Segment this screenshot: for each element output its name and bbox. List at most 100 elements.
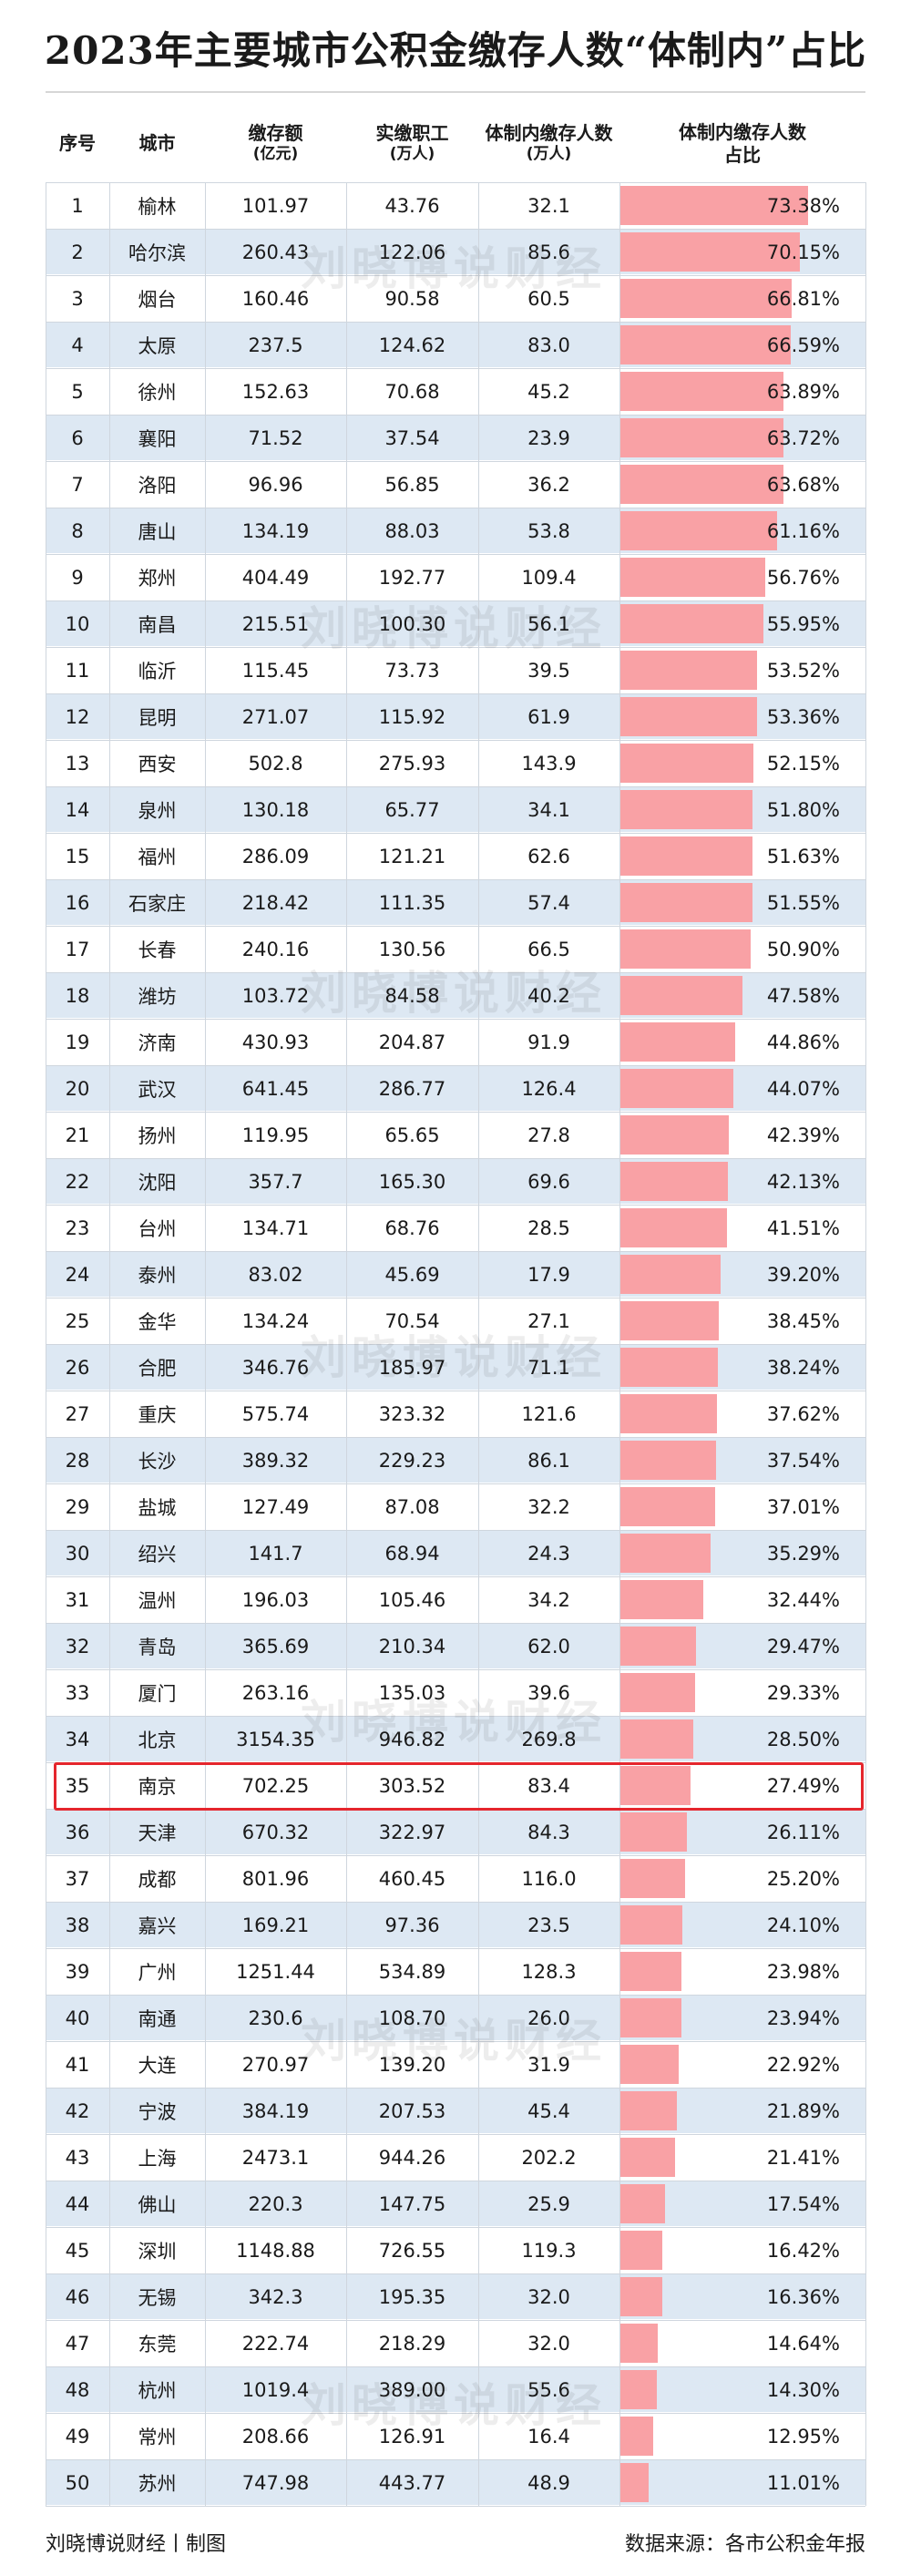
cell-pct: 17.54%	[619, 2181, 865, 2226]
cell-city: 扬州	[138, 1124, 177, 1147]
pct-label: 73.38%	[766, 194, 840, 217]
pct-bar	[620, 279, 792, 318]
cell-employees: 534.89	[378, 1960, 446, 1983]
cell-employees: 443.77	[378, 2471, 446, 2494]
table-row: 40 南通 230.6 108.70 26.0 23.94%	[46, 1996, 865, 2040]
cell-city: 临沂	[138, 660, 177, 682]
pct-bar	[620, 2277, 662, 2316]
cell-count: 91.9	[527, 1031, 570, 1053]
grid-row-line	[46, 2088, 865, 2089]
pct-label: 66.81%	[766, 287, 840, 310]
pct-label: 63.68%	[766, 473, 840, 496]
cell-deposit: 384.19	[241, 2099, 310, 2122]
cell-count: 121.6	[521, 1402, 577, 1425]
cell-city: 深圳	[138, 2240, 177, 2263]
cell-rank: 27	[65, 1402, 90, 1425]
cell-rank: 33	[65, 1681, 90, 1704]
header-no-label: 序号	[59, 132, 96, 154]
pct-bar	[620, 1115, 729, 1155]
cell-deposit: 160.46	[241, 287, 310, 310]
pct-bar	[620, 1069, 733, 1108]
pct-bar	[620, 2091, 677, 2130]
pct-label: 38.24%	[766, 1356, 840, 1379]
cell-pct: 55.95%	[619, 601, 865, 646]
cell-deposit: 1251.44	[236, 1960, 315, 1983]
pct-bar	[620, 1952, 682, 1991]
table-row: 3 烟台 160.46 90.58 60.5 66.81%	[46, 276, 865, 321]
cell-pct: 14.30%	[619, 2367, 865, 2412]
pct-bar	[620, 976, 742, 1015]
cell-city: 重庆	[138, 1403, 177, 1426]
header-city: 城市	[109, 105, 205, 182]
pct-label: 16.36%	[766, 2285, 840, 2308]
header-deposit: 缴存额 (亿元)	[205, 105, 346, 182]
cell-count: 26.0	[527, 2006, 570, 2029]
pct-bar	[620, 1301, 719, 1340]
pct-label: 35.29%	[766, 1542, 840, 1565]
pct-label: 42.13%	[766, 1170, 840, 1193]
cell-deposit: 134.71	[241, 1216, 310, 1239]
cell-city: 台州	[138, 1217, 177, 1240]
cell-rank: 34	[65, 1728, 90, 1750]
cell-pct: 42.13%	[619, 1159, 865, 1204]
cell-count: 23.9	[527, 426, 570, 449]
cell-count: 32.2	[527, 1495, 570, 1518]
cell-rank: 40	[65, 2006, 90, 2029]
cell-rank: 26	[65, 1356, 90, 1379]
cell-employees: 210.34	[378, 1635, 446, 1657]
grid-row-line	[46, 1437, 865, 1438]
cell-pct: 23.94%	[619, 1996, 865, 2040]
table-row: 18 潍坊 103.72 84.58 40.2 47.58%	[46, 973, 865, 1018]
pct-bar	[620, 1859, 685, 1898]
table-row: 16 石家庄 218.42 111.35 57.4 51.55%	[46, 880, 865, 925]
grid-column-line	[865, 182, 866, 2506]
cell-employees: 111.35	[378, 891, 446, 914]
pct-label: 61.16%	[766, 519, 840, 542]
cell-rank: 47	[65, 2332, 90, 2355]
cell-city: 烟台	[138, 288, 177, 311]
pct-bar	[620, 2231, 663, 2270]
cell-count: 48.9	[527, 2471, 570, 2494]
cell-rank: 48	[65, 2378, 90, 2401]
cell-city: 长春	[138, 939, 177, 961]
pct-bar	[620, 1487, 715, 1526]
cell-employees: 207.53	[378, 2099, 446, 2122]
cell-pct: 63.72%	[619, 416, 865, 460]
pct-bar	[620, 1905, 682, 1945]
cell-deposit: 130.18	[241, 798, 310, 821]
cell-deposit: 220.3	[248, 2192, 303, 2215]
cell-employees: 70.54	[384, 1309, 440, 1332]
grid-row-line	[46, 2366, 865, 2367]
pct-label: 21.41%	[766, 2146, 840, 2169]
cell-city: 石家庄	[128, 892, 186, 915]
pct-bar	[620, 1673, 696, 1712]
cell-city: 泰州	[138, 1264, 177, 1287]
table-row: 45 深圳 1148.88 726.55 119.3 16.42%	[46, 2228, 865, 2273]
cell-employees: 73.73	[384, 659, 440, 682]
cell-city: 唐山	[138, 520, 177, 543]
cell-pct: 21.41%	[619, 2135, 865, 2180]
cell-rank: 46	[65, 2285, 90, 2308]
cell-deposit: 237.5	[248, 334, 303, 356]
cell-rank: 9	[71, 566, 84, 589]
cell-pct: 24.10%	[619, 1903, 865, 1947]
cell-employees: 84.58	[384, 984, 440, 1007]
cell-count: 16.4	[527, 2425, 570, 2448]
cell-count: 27.8	[527, 1124, 570, 1146]
cell-deposit: 169.21	[241, 1914, 310, 1936]
title-divider	[46, 91, 865, 93]
cell-deposit: 3154.35	[236, 1728, 315, 1750]
cell-rank: 49	[65, 2425, 90, 2448]
cell-pct: 16.36%	[619, 2274, 865, 2319]
cell-deposit: 230.6	[248, 2006, 303, 2029]
table-row: 10 南昌 215.51 100.30 56.1 55.95%	[46, 601, 865, 646]
cell-rank: 12	[65, 705, 90, 728]
cell-city: 泉州	[138, 799, 177, 822]
table-row: 2 哈尔滨 260.43 122.06 85.6 70.15%	[46, 230, 865, 274]
cell-pct: 44.86%	[619, 1020, 865, 1064]
cell-count: 32.0	[527, 2332, 570, 2355]
cell-deposit: 127.49	[241, 1495, 310, 1518]
header-employees: 实缴职工 (万人)	[346, 105, 478, 182]
cell-rank: 1	[71, 194, 84, 217]
table-row: 6 襄阳 71.52 37.54 23.9 63.72%	[46, 416, 865, 460]
